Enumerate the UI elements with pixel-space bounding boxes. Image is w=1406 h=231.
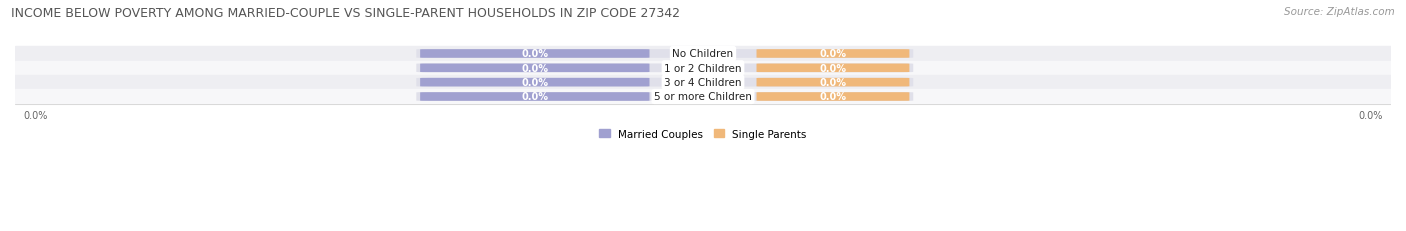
FancyBboxPatch shape [420, 79, 650, 87]
Text: 0.0%: 0.0% [522, 64, 548, 73]
Text: 0.0%: 0.0% [820, 78, 846, 88]
Text: Source: ZipAtlas.com: Source: ZipAtlas.com [1284, 7, 1395, 17]
Text: No Children: No Children [672, 49, 734, 59]
FancyBboxPatch shape [420, 50, 650, 58]
Text: 0.0%: 0.0% [522, 92, 548, 102]
Text: 5 or more Children: 5 or more Children [654, 92, 752, 102]
FancyBboxPatch shape [756, 50, 910, 58]
FancyBboxPatch shape [416, 93, 914, 101]
Text: 0.0%: 0.0% [820, 92, 846, 102]
Legend: Married Couples, Single Parents: Married Couples, Single Parents [599, 129, 807, 139]
Text: 1 or 2 Children: 1 or 2 Children [664, 64, 742, 73]
FancyBboxPatch shape [416, 50, 914, 59]
Text: 0.0%: 0.0% [522, 49, 548, 59]
FancyBboxPatch shape [756, 93, 910, 101]
Bar [15, 90, 1391, 104]
Bar [15, 47, 1391, 61]
Text: 0.0%: 0.0% [820, 49, 846, 59]
FancyBboxPatch shape [416, 64, 914, 73]
Text: 0.0%: 0.0% [522, 78, 548, 88]
FancyBboxPatch shape [420, 93, 650, 101]
FancyBboxPatch shape [420, 64, 650, 73]
Text: INCOME BELOW POVERTY AMONG MARRIED-COUPLE VS SINGLE-PARENT HOUSEHOLDS IN ZIP COD: INCOME BELOW POVERTY AMONG MARRIED-COUPL… [11, 7, 681, 20]
Text: 0.0%: 0.0% [820, 64, 846, 73]
Text: 3 or 4 Children: 3 or 4 Children [664, 78, 742, 88]
FancyBboxPatch shape [756, 79, 910, 87]
FancyBboxPatch shape [756, 64, 910, 73]
Bar [15, 76, 1391, 90]
FancyBboxPatch shape [416, 79, 914, 87]
Bar [15, 61, 1391, 76]
